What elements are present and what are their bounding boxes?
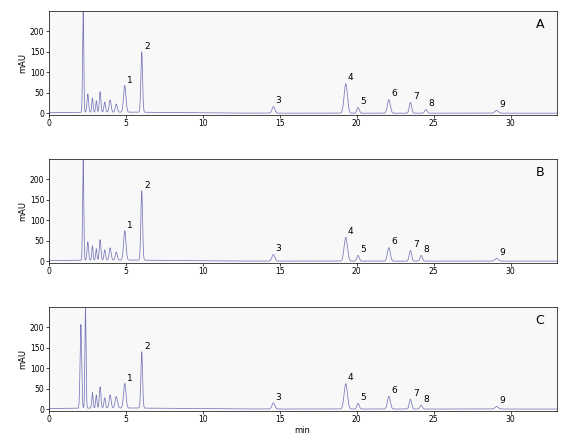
Text: 9: 9: [499, 248, 505, 257]
Text: 8: 8: [428, 99, 434, 108]
Text: 4: 4: [348, 73, 353, 82]
Text: 5: 5: [360, 393, 366, 402]
Text: 5: 5: [360, 97, 366, 106]
Text: 2: 2: [144, 342, 150, 351]
Text: 8: 8: [424, 395, 429, 404]
Text: 8: 8: [424, 245, 429, 254]
Text: 3: 3: [276, 244, 282, 253]
Text: 2: 2: [144, 181, 150, 190]
Text: 6: 6: [391, 89, 397, 99]
Text: 9: 9: [499, 100, 505, 109]
Text: 2: 2: [144, 42, 150, 51]
Text: 7: 7: [413, 389, 419, 398]
Text: 1: 1: [127, 76, 133, 85]
Text: 4: 4: [348, 227, 353, 236]
Y-axis label: mAU: mAU: [18, 201, 27, 221]
Text: 1: 1: [127, 374, 133, 383]
X-axis label: min: min: [295, 426, 311, 434]
Text: 3: 3: [276, 392, 282, 402]
Text: 7: 7: [413, 240, 419, 249]
Text: 6: 6: [391, 386, 397, 395]
Y-axis label: mAU: mAU: [18, 349, 27, 369]
Text: C: C: [535, 314, 544, 327]
Text: 4: 4: [348, 373, 353, 382]
Text: 3: 3: [276, 96, 282, 105]
Text: A: A: [536, 18, 544, 31]
Text: B: B: [536, 166, 544, 179]
Text: 9: 9: [499, 396, 505, 405]
Text: 5: 5: [360, 245, 366, 254]
Text: 1: 1: [127, 221, 133, 230]
Y-axis label: mAU: mAU: [18, 53, 27, 73]
Text: 6: 6: [391, 237, 397, 246]
Text: 7: 7: [413, 92, 419, 101]
